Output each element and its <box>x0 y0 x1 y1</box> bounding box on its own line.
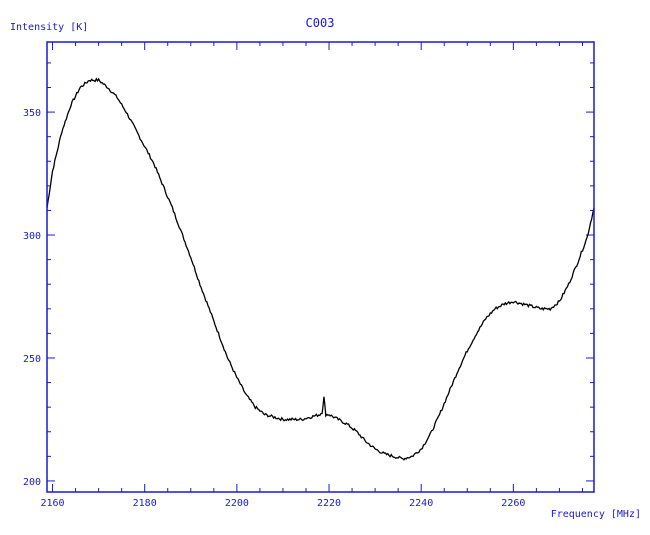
x-tick-label: 2260 <box>501 498 525 509</box>
x-tick-label: 2160 <box>40 498 64 509</box>
axis-ticks <box>47 42 594 492</box>
plot-frame <box>46 41 595 493</box>
x-tick-label: 2220 <box>317 498 341 509</box>
y-tick-label: 250 <box>23 354 41 365</box>
x-axis-label: Frequency [MHz] <box>551 509 641 520</box>
tick-labels: 2160 2180 2200 2220 2240 2260 200 250 300 350 <box>23 108 525 509</box>
spectrum-line <box>46 77 595 461</box>
y-tick-label: 200 <box>23 477 41 488</box>
x-tick-label: 2240 <box>409 498 433 509</box>
y-tick-label: 350 <box>23 108 41 119</box>
x-tick-label: 2200 <box>225 498 249 509</box>
chart-title: C003 <box>306 16 335 30</box>
y-tick-label: 300 <box>23 231 41 242</box>
x-tick-label: 2180 <box>133 498 157 509</box>
y-axis-label: Intensity [K] <box>10 22 88 33</box>
